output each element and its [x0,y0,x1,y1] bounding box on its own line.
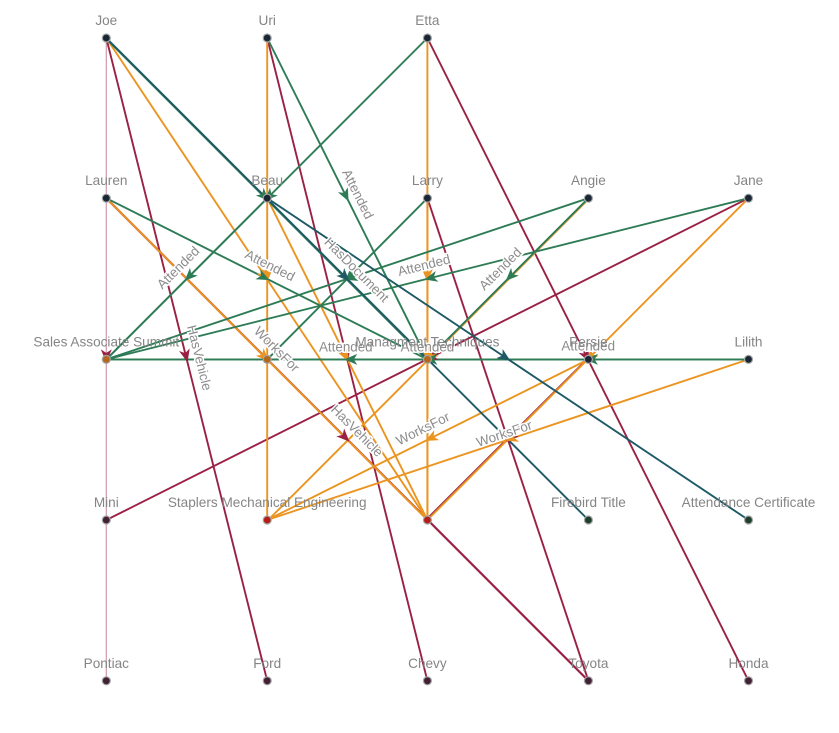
svg-text:Sales Associate Summit: Sales Associate Summit [33,334,179,349]
svg-text:Managment Techniques: Managment Techniques [355,334,499,349]
svg-text:Pontiac: Pontiac [84,656,130,671]
svg-text:Uri: Uri [259,13,276,28]
svg-text:Attended: Attended [401,339,455,354]
svg-text:Persie: Persie [569,334,608,349]
svg-text:Toyota: Toyota [568,656,608,671]
svg-text:Lilith: Lilith [735,334,763,349]
svg-text:Honda: Honda [728,656,768,671]
svg-text:Attended: Attended [561,339,615,354]
svg-text:Mini: Mini [94,495,119,510]
svg-text:Joe: Joe [95,13,117,28]
svg-text:Etta: Etta [415,13,440,28]
svg-text:Attendance Certificate: Attendance Certificate [682,495,816,510]
svg-text:Chevy: Chevy [408,656,447,671]
svg-text:Lauren: Lauren [85,173,127,188]
svg-text:Jane: Jane [734,173,763,188]
svg-text:Staplers Mechanical Engineerin: Staplers Mechanical Engineering [168,495,367,510]
svg-text:Beau: Beau [251,173,283,188]
svg-text:Larry: Larry [412,173,443,188]
svg-text:Ford: Ford [253,656,281,671]
svg-text:Angie: Angie [571,173,606,188]
svg-text:Attended: Attended [319,339,373,354]
svg-text:Firebird Title: Firebird Title [551,495,626,510]
